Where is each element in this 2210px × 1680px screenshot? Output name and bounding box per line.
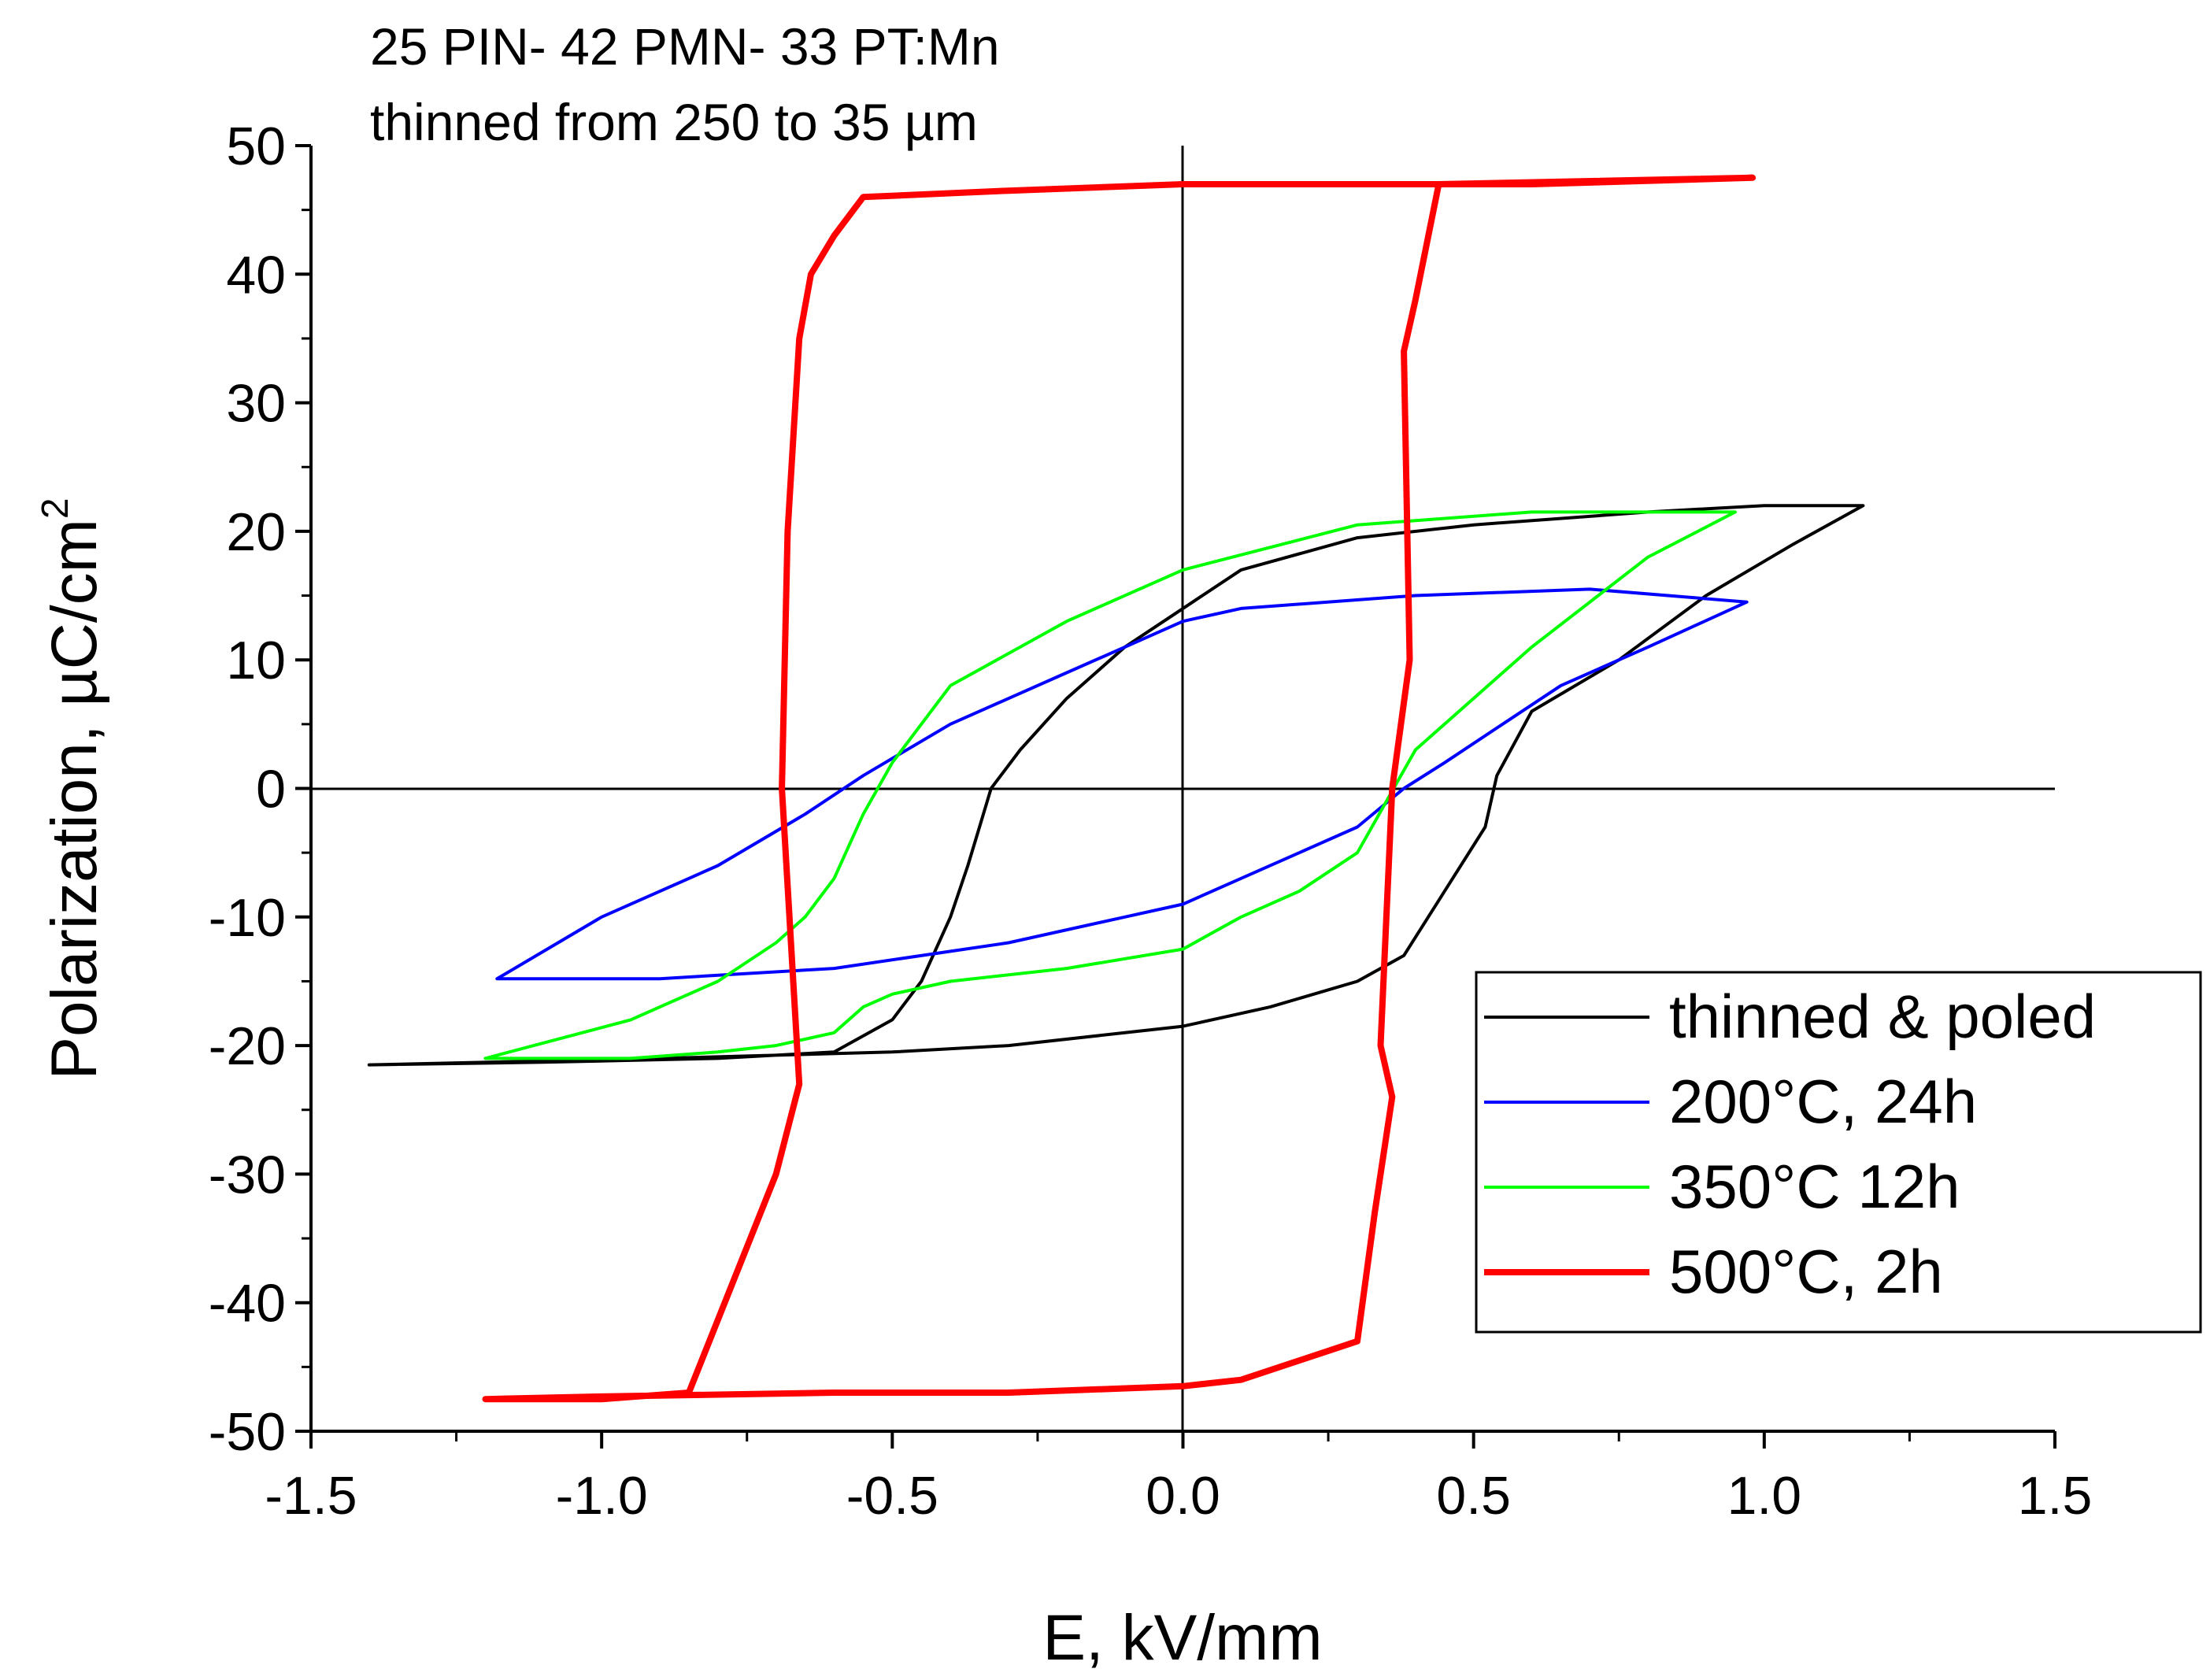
x-axis-label: E, kV/mm <box>1042 1602 1322 1674</box>
legend: thinned & poled 200°C, 24h 350°C 12h 500°C,… <box>1475 971 2202 1334</box>
legend-items: thinned & poled 200°C, 24h 350°C 12h 500°C,… <box>1484 982 2096 1306</box>
chart-title: 25 PIN- 42 PMN- 33 PT:Mn <box>370 17 1000 76</box>
y-axis-label-text: Polarization, µC/cm <box>39 519 110 1080</box>
x-axis-ticks: -1.5 -1.0 -0.5 0.0 0.5 1.0 1.5 <box>265 1431 2092 1526</box>
chart-subtitle: thinned from 250 to 35 µm <box>370 93 978 151</box>
series-line-2 <box>495 587 1749 981</box>
y-tick-label: -40 <box>209 1274 286 1334</box>
legend-label: 200°C, 24h <box>1669 1067 1977 1136</box>
x-tick-label: 0.0 <box>1146 1466 1220 1526</box>
legend-label: 500°C, 2h <box>1669 1237 1943 1306</box>
y-tick-label: 30 <box>226 374 286 434</box>
series-line-3 <box>483 510 1737 1060</box>
x-tick-label: -1.5 <box>265 1466 357 1526</box>
y-axis-label-group: Polarization, µC/cm2 <box>35 498 110 1079</box>
x-tick-label: 0.5 <box>1436 1466 1511 1526</box>
x-tick-label: 1.0 <box>1727 1466 1802 1526</box>
y-axis-ticks: -50 -40 -30 -20 -10 0 10 20 30 40 50 <box>209 117 311 1462</box>
y-axis-label-superscript: 2 <box>35 498 76 519</box>
series-line-4 <box>482 174 1757 1403</box>
y-axis-label: Polarization, µC/cm2 <box>35 498 110 1079</box>
x-tick-label: -1.0 <box>556 1466 648 1526</box>
legend-label: thinned & poled <box>1669 982 2096 1051</box>
legend-label: 350°C 12h <box>1669 1152 1960 1221</box>
series-group <box>367 174 1865 1403</box>
x-tick-label: -0.5 <box>846 1466 938 1526</box>
series-line-1 <box>367 504 1865 1067</box>
y-tick-label: -30 <box>209 1145 286 1204</box>
y-tick-label: -10 <box>209 888 286 948</box>
y-tick-label: -20 <box>209 1016 286 1076</box>
y-tick-label: 10 <box>226 631 286 690</box>
y-tick-label: 0 <box>256 760 286 820</box>
y-tick-label: -50 <box>209 1402 286 1462</box>
y-tick-label: 20 <box>226 502 286 562</box>
x-tick-label: 1.5 <box>2018 1466 2093 1526</box>
y-tick-label: 40 <box>226 245 286 305</box>
y-tick-label: 50 <box>226 117 286 176</box>
